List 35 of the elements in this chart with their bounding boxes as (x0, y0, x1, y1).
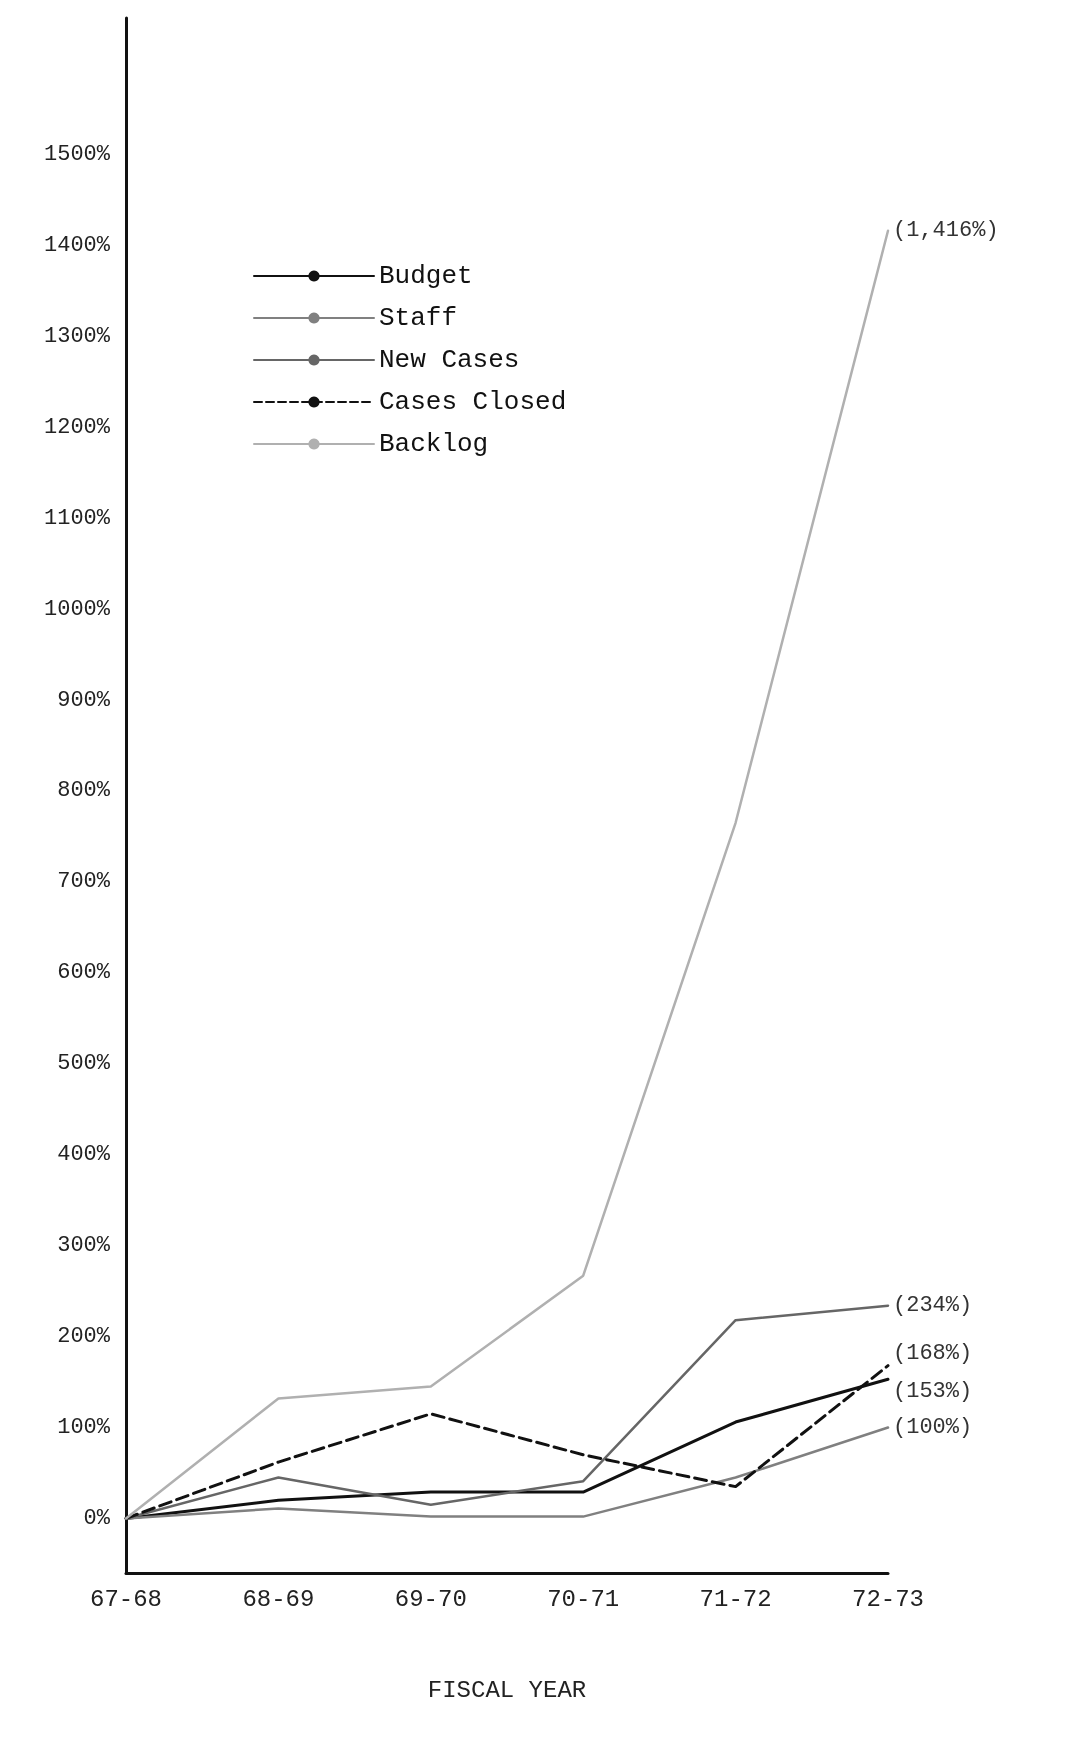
y-tick-label: 1300% (43, 323, 111, 349)
y-tick-label: 800% (57, 778, 111, 804)
y-tick-label: 1100% (43, 505, 111, 531)
legend-label: Staff (379, 303, 458, 333)
y-tick-label: 400% (57, 1142, 111, 1168)
y-tick-label: 600% (57, 960, 111, 986)
x-tick-label: 67-68 (89, 1585, 163, 1613)
y-tick-label: 200% (57, 1324, 111, 1350)
line-series (124, 1426, 890, 1520)
legend-label: New Cases (379, 345, 520, 375)
data-label: (234%) (893, 1293, 973, 1319)
x-tick-label: 71-72 (699, 1585, 772, 1613)
x-tick-label: 68-69 (242, 1585, 315, 1613)
x-tick-label: 72-73 (851, 1585, 925, 1613)
line-series (124, 229, 890, 1520)
x-axis-title: FISCAL YEAR (427, 1676, 587, 1704)
y-tick-label: 900% (57, 687, 111, 713)
data-label: (1,416%) (893, 218, 999, 244)
x-tick-label: 70-71 (547, 1585, 620, 1613)
y-tick-label: 1400% (43, 232, 111, 258)
legend-label: Cases Closed (379, 387, 567, 417)
legend-label: Backlog (379, 429, 489, 459)
y-tick-label: 500% (57, 1051, 111, 1077)
y-tick-label: 1200% (43, 414, 111, 440)
data-label: (168%) (893, 1341, 973, 1367)
y-tick-label: 1000% (43, 596, 111, 622)
legend-label: Budget (379, 261, 473, 291)
y-tick-label: 1500% (43, 141, 111, 167)
y-tick-label: 700% (57, 869, 111, 895)
data-label: (100%) (893, 1415, 973, 1440)
y-tick-label: 300% (57, 1233, 111, 1259)
y-tick-label: 0% (83, 1505, 111, 1531)
x-tick-label: 69-70 (394, 1585, 467, 1613)
data-label: (153%) (893, 1378, 973, 1404)
y-tick-label: 100% (57, 1415, 111, 1440)
